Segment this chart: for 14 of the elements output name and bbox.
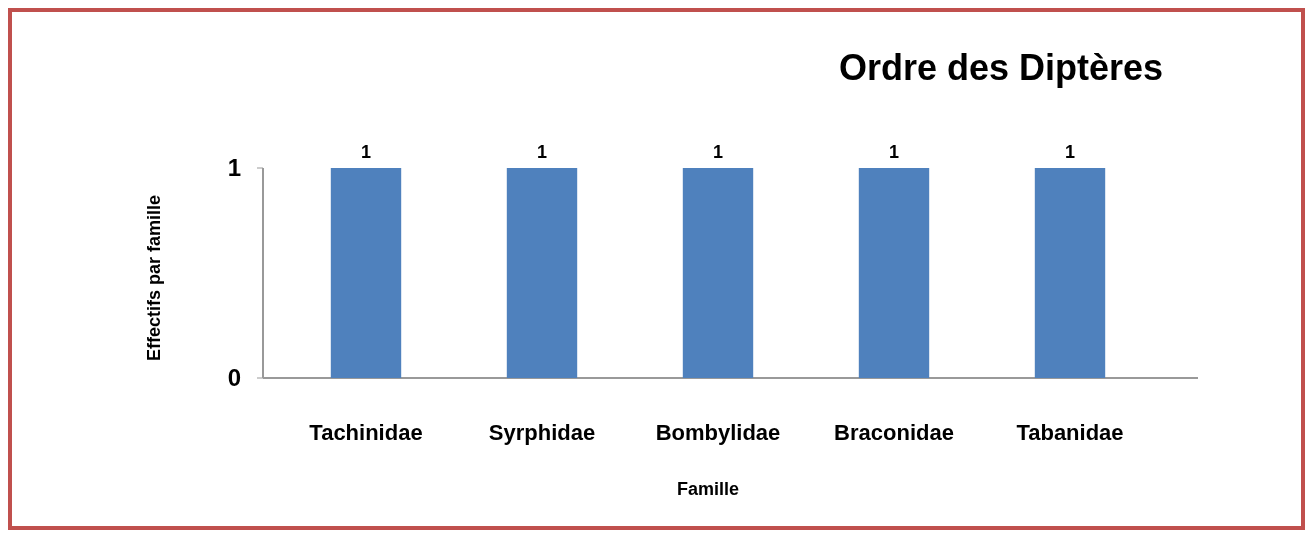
x-tick-label: Bombylidae <box>655 420 781 445</box>
data-label: 1 <box>1064 142 1076 162</box>
x-tick-label: Tachinidae <box>309 420 423 445</box>
data-label: 1 <box>536 142 548 162</box>
x-tick-label: Syrphidae <box>488 420 596 445</box>
x-tick-label: Tabanidae <box>1016 420 1124 445</box>
x-axis-title: Famille <box>676 479 740 499</box>
data-label: 1 <box>888 142 900 162</box>
y-tick-label: 0 <box>227 364 241 392</box>
chart-title: Ordre des Diptères <box>838 47 1163 88</box>
y-axis-title: Effectifs par famille <box>144 194 164 362</box>
x-tick-label: Braconidae <box>834 420 954 445</box>
data-label: 1 <box>360 142 372 162</box>
data-label: 1 <box>712 142 724 162</box>
